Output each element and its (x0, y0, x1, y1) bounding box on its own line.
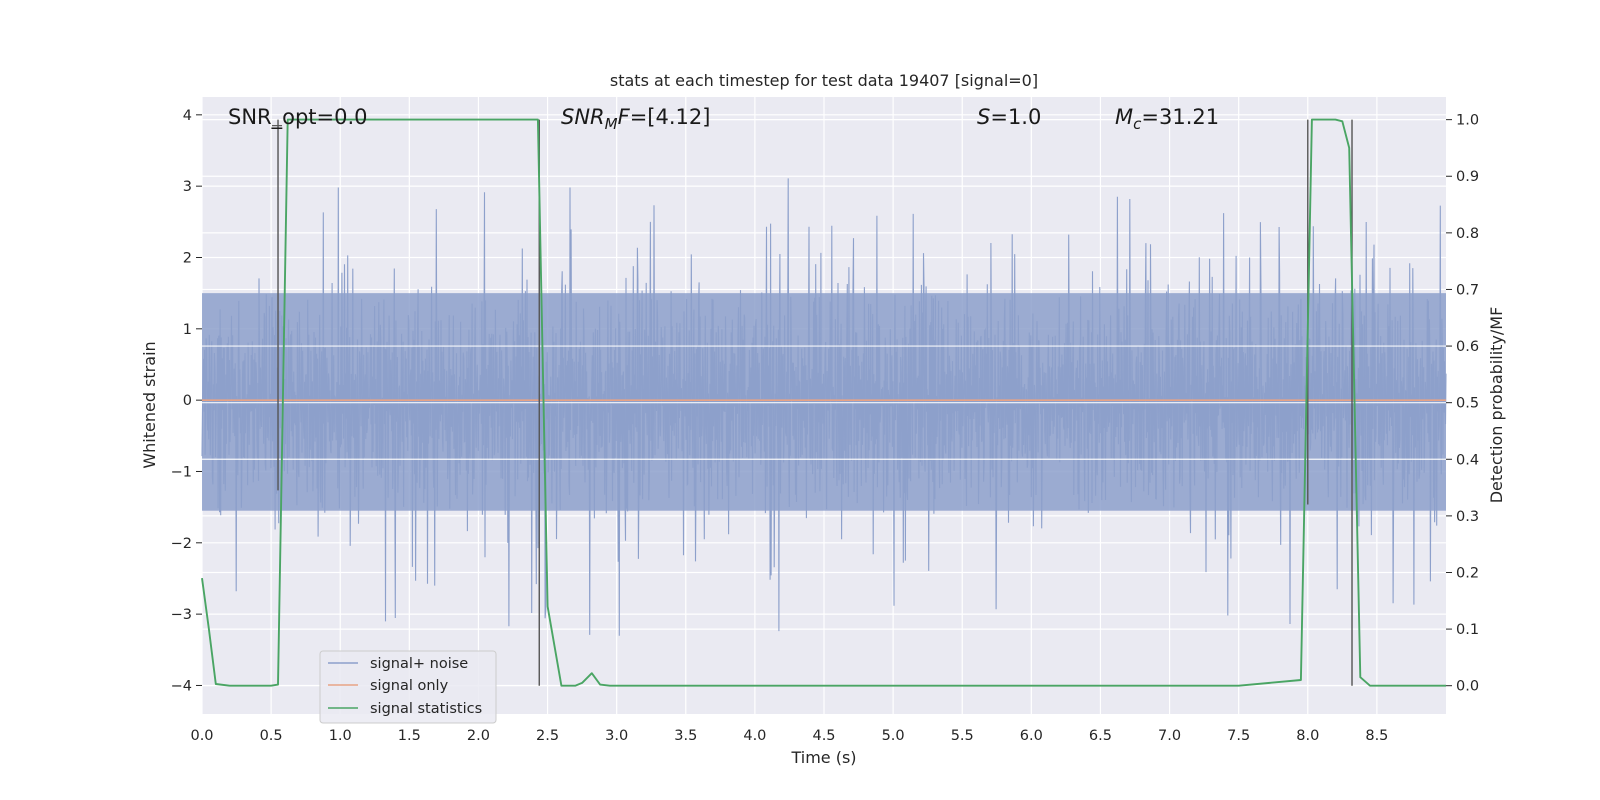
x-tick-label: 5.5 (951, 728, 974, 744)
y-tick-label: 4 (183, 108, 192, 124)
x-tick-label: 7.0 (1158, 728, 1181, 744)
snr-mf-value: =[4.12] (630, 105, 711, 129)
y2-tick-label: 0.4 (1456, 452, 1479, 468)
y2-tick-label: 0.9 (1456, 169, 1479, 185)
mc-subscript: c (1133, 115, 1142, 133)
x-tick-label: 3.5 (674, 728, 697, 744)
x-tick-label: 4.5 (812, 728, 835, 744)
x-tick-label: 4.0 (743, 728, 766, 744)
y2-tick-label: 0.3 (1456, 509, 1479, 525)
chart-title: stats at each timestep for test data 194… (610, 71, 1038, 90)
legend: signal+ noise signal only signal statist… (319, 650, 497, 724)
y-tick-label: 2 (183, 250, 192, 266)
snr-mf-symbol: SNR (561, 105, 605, 129)
x-tick-label: 8.0 (1296, 728, 1319, 744)
y-tick-label: 3 (183, 179, 192, 195)
s-value: =1.0 (990, 105, 1041, 129)
y-tick-label: −4 (171, 678, 192, 694)
snr-mf-symbol-2: F (618, 105, 631, 129)
x-axis-ticks: 0.0 0.5 1.0 1.5 2.0 2.5 3.0 3.5 4.0 4.5 5.0 5.5 6.0 6… (190, 728, 1388, 744)
snr-mf-subscript: M (605, 115, 618, 133)
y-tick-label: −2 (171, 536, 192, 552)
y2-tick-label: 1.0 (1456, 113, 1479, 129)
x-tick-label: 2.5 (536, 728, 559, 744)
mc-value: =31.21 (1141, 105, 1219, 129)
y2-axis-label: Detection probability/MF (1487, 307, 1506, 504)
legend-label-signal-only: signal only (370, 678, 449, 694)
y2-tick-label: 0.0 (1456, 679, 1479, 695)
signal-statistics-line (201, 118, 1446, 687)
signal-statistics-series (201, 118, 1446, 687)
y2-tick-label: 0.7 (1456, 282, 1479, 298)
y2-tick-label: 0.1 (1456, 622, 1479, 638)
x-tick-label: 8.5 (1365, 728, 1388, 744)
y2-axis-ticks: 1.0 0.9 0.8 0.7 0.6 0.5 0.4 0.3 0.2 0.1 0.0 (1446, 113, 1479, 695)
x-axis-label: Time (s) (790, 748, 856, 767)
y-tick-label: −3 (171, 607, 192, 623)
noise-trace (201, 178, 1447, 636)
s-symbol: S (977, 105, 990, 129)
x-tick-label: 0.0 (190, 728, 213, 744)
s-annotation: S=1.0 (977, 105, 1041, 129)
y2-tick-label: 0.2 (1456, 565, 1479, 581)
signal-noise-series (201, 178, 1447, 636)
x-tick-label: 6.5 (1089, 728, 1112, 744)
legend-label-signal-noise: signal+ noise (370, 656, 468, 672)
x-tick-label: 0.5 (260, 728, 283, 744)
x-tick-label: 3.0 (605, 728, 628, 744)
y-axis-label: Whitened strain (140, 341, 159, 468)
mc-annotation: Mc=31.21 (1115, 105, 1219, 133)
x-tick-label: 7.5 (1227, 728, 1250, 744)
y2-tick-label: 0.6 (1456, 339, 1479, 355)
x-tick-label: 1.0 (329, 728, 352, 744)
x-tick-label: 5.0 (882, 728, 905, 744)
legend-label-signal-statistics: signal statistics (370, 701, 482, 717)
legend-box (319, 650, 497, 724)
x-tick-label: 1.5 (398, 728, 421, 744)
y-tick-label: −1 (171, 464, 192, 480)
snr-mf-annotation: SNRMF=[4.12] (561, 105, 710, 133)
y2-tick-label: 0.8 (1456, 226, 1479, 242)
y-tick-label: 0 (183, 393, 192, 409)
x-tick-label: 2.0 (467, 728, 490, 744)
y-axis-ticks: 4 3 2 1 0 −1 −2 −3 −4 (171, 108, 202, 694)
y2-tick-label: 0.5 (1456, 396, 1479, 412)
x-tick-label: 6.0 (1020, 728, 1043, 744)
y-tick-label: 1 (183, 322, 192, 338)
mc-symbol: M (1115, 105, 1133, 129)
snr-opt-annotation: SNR_opt=0.0 (228, 105, 368, 130)
